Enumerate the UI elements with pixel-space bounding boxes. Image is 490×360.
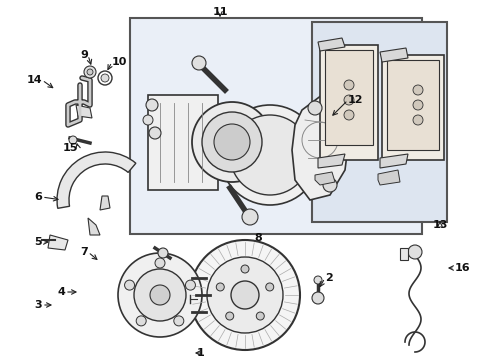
Circle shape <box>231 281 259 309</box>
Polygon shape <box>380 154 408 168</box>
Circle shape <box>149 127 161 139</box>
Circle shape <box>308 101 322 115</box>
Circle shape <box>214 124 250 160</box>
Polygon shape <box>318 38 345 51</box>
Text: 5: 5 <box>34 237 42 247</box>
Wedge shape <box>57 152 136 208</box>
Circle shape <box>155 258 165 268</box>
Circle shape <box>241 265 249 273</box>
Polygon shape <box>378 170 400 185</box>
Circle shape <box>312 292 324 304</box>
Circle shape <box>202 112 262 172</box>
Circle shape <box>101 74 109 82</box>
Polygon shape <box>315 172 335 185</box>
Circle shape <box>413 115 423 125</box>
Circle shape <box>69 136 77 144</box>
Text: 11: 11 <box>212 7 228 17</box>
Text: 8: 8 <box>254 233 262 243</box>
Circle shape <box>146 99 158 111</box>
Circle shape <box>185 280 196 290</box>
Circle shape <box>413 85 423 95</box>
Bar <box>130 18 422 234</box>
Circle shape <box>158 248 168 258</box>
Circle shape <box>266 283 274 291</box>
Circle shape <box>323 178 337 192</box>
Circle shape <box>230 115 310 195</box>
Polygon shape <box>380 48 408 62</box>
Circle shape <box>87 69 93 75</box>
Text: 1: 1 <box>196 348 204 358</box>
Text: 4: 4 <box>57 287 65 297</box>
Polygon shape <box>292 95 350 200</box>
Circle shape <box>220 105 320 205</box>
Bar <box>387 60 439 150</box>
Circle shape <box>344 80 354 90</box>
Circle shape <box>134 269 186 321</box>
Text: 15: 15 <box>63 143 78 153</box>
Circle shape <box>84 66 96 78</box>
Text: 7: 7 <box>80 247 88 257</box>
Circle shape <box>150 285 170 305</box>
Circle shape <box>242 209 258 225</box>
Polygon shape <box>400 248 408 260</box>
Circle shape <box>124 280 135 290</box>
Circle shape <box>136 316 146 326</box>
Circle shape <box>207 257 283 333</box>
Bar <box>320 45 378 160</box>
Circle shape <box>174 316 184 326</box>
Polygon shape <box>88 218 100 235</box>
Text: 3: 3 <box>34 300 42 310</box>
Circle shape <box>216 283 224 291</box>
Text: 9: 9 <box>80 50 88 60</box>
Text: 12: 12 <box>348 95 364 105</box>
Circle shape <box>118 253 202 337</box>
Circle shape <box>190 240 300 350</box>
Polygon shape <box>100 196 110 210</box>
Circle shape <box>226 312 234 320</box>
Bar <box>312 22 447 222</box>
Polygon shape <box>318 154 345 168</box>
Circle shape <box>192 56 206 70</box>
Bar <box>382 55 444 160</box>
Circle shape <box>143 115 153 125</box>
Text: 10: 10 <box>112 57 127 67</box>
Circle shape <box>192 102 272 182</box>
Polygon shape <box>48 235 68 250</box>
Circle shape <box>314 276 322 284</box>
Circle shape <box>344 95 354 105</box>
Bar <box>325 50 373 145</box>
Text: 14: 14 <box>26 75 42 85</box>
Circle shape <box>344 110 354 120</box>
Text: 6: 6 <box>34 192 42 202</box>
Text: 13: 13 <box>432 220 448 230</box>
Text: 16: 16 <box>455 263 470 273</box>
Circle shape <box>413 100 423 110</box>
Text: 2: 2 <box>325 273 333 283</box>
Polygon shape <box>76 105 92 118</box>
Circle shape <box>256 312 264 320</box>
Bar <box>148 95 218 190</box>
Circle shape <box>408 245 422 259</box>
